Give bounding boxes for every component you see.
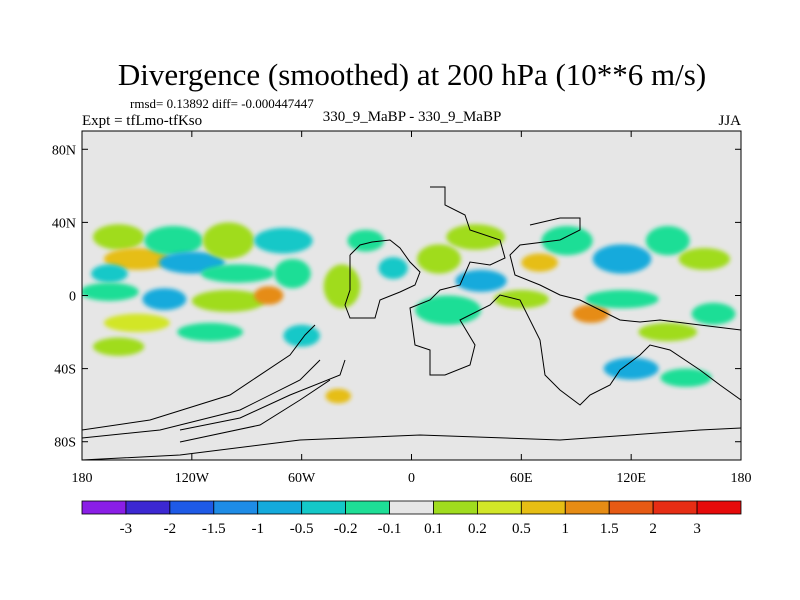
colorbar-label-8: 0.2: [468, 521, 487, 537]
colorbar-label-5: -0.2: [334, 521, 358, 537]
colorbar-swatch-6: [345, 500, 390, 515]
field-blob-23: [455, 269, 507, 292]
x-tick-label-1: 120W: [175, 471, 210, 486]
experiment-label: Expt = tfLmo-tfKso: [82, 113, 202, 129]
field-blob-1: [103, 247, 170, 270]
y-axis: 80N 40N 0 40S 80S: [52, 143, 741, 451]
field-blob-10: [254, 286, 284, 305]
colorbar-swatch-13: [652, 500, 698, 515]
field-blob-35: [603, 357, 659, 380]
colorbar-swatch-11: [564, 500, 610, 515]
field-blob-22: [446, 224, 505, 250]
field-blob-0: [92, 224, 145, 250]
x-tick-label-5: 120E: [616, 471, 646, 486]
y-tick-label-2: 0: [69, 290, 76, 305]
field-blob-27: [521, 253, 558, 272]
y-tick-label-1: 40N: [52, 216, 76, 231]
colorbar-swatch-14: [696, 500, 742, 515]
y-tick-label-0: 80N: [52, 143, 76, 158]
colorbar-swatch-5: [301, 500, 346, 515]
colorbar-label-9: 0.5: [512, 521, 531, 537]
field-blob-16: [283, 324, 320, 347]
field-blob-25: [493, 290, 549, 309]
field-blob-15: [274, 258, 311, 289]
divergence-field: [82, 222, 736, 404]
colorbar-swatch-7: [389, 500, 434, 515]
colorbar-label-13: 3: [693, 521, 701, 537]
chart-title: Divergence (smoothed) at 200 hPa (10**6 …: [118, 57, 706, 92]
colorbar-swatch-1: [125, 500, 171, 515]
field-blob-31: [645, 226, 690, 256]
colorbar: -3 -2 -1.5 -1 -0.5 -0.2 -0.1 0.1 0.2 0.5 1 1.5 2 3: [81, 500, 742, 537]
field-blob-6: [200, 264, 275, 283]
colorbar-swatch-8: [433, 500, 478, 515]
colorbar-label-4: -0.5: [290, 521, 314, 537]
field-blob-26: [541, 226, 593, 256]
south-america-outline: [344, 239, 421, 319]
y-tick-label-4: 80S: [54, 436, 76, 451]
colorbar-label-2: -1.5: [202, 521, 226, 537]
americas-outline: [409, 186, 741, 406]
field-blob-19: [325, 388, 352, 404]
field-blob-17: [323, 264, 361, 309]
y-tick-label-3: 40S: [54, 363, 76, 378]
stats-label: rmsd= 0.13892 diff= -0.000447447: [130, 96, 314, 111]
colorbar-swatch-2: [169, 500, 215, 515]
field-blob-9: [191, 290, 266, 312]
field-blob-2: [91, 264, 128, 283]
field-blob-33: [638, 322, 698, 342]
field-blob-28: [572, 304, 610, 323]
colorbar-label-12: 2: [649, 521, 657, 537]
field-blob-13: [92, 337, 145, 356]
field-blob-29: [592, 244, 652, 274]
field-blob-4: [158, 251, 225, 274]
field-blob-30: [585, 290, 659, 309]
x-tick-label-2: 60W: [288, 471, 316, 486]
x-tick-label-3: 0: [408, 471, 415, 486]
field-blob-24: [415, 295, 482, 325]
continent-outlines: [82, 186, 741, 460]
comparison-label: 330_9_MaBP - 330_9_MaBP: [323, 109, 502, 125]
colorbar-swatch-3: [213, 500, 259, 515]
season-label: JJA: [718, 113, 741, 129]
field-blob-18: [347, 229, 385, 252]
field-blob-7: [82, 282, 139, 301]
field-blob-11: [103, 313, 170, 333]
field-blob-32: [678, 247, 731, 270]
x-axis: 180 120W 60W 0 60E 120E 180: [72, 131, 752, 486]
colorbar-swatch-12: [608, 500, 654, 515]
x-tick-label-4: 60E: [510, 471, 533, 486]
field-blob-20: [378, 257, 408, 280]
colorbar-label-10: 1: [562, 521, 570, 537]
southern-ridges-outline: [82, 324, 346, 443]
colorbar-label-6: -0.1: [378, 521, 402, 537]
field-blob-3: [144, 226, 203, 256]
x-tick-label-0: 180: [72, 471, 93, 486]
colorbar-label-0: -3: [120, 521, 133, 537]
field-blob-12: [177, 322, 244, 342]
x-tick-label-6: 180: [731, 471, 752, 486]
colorbar-label-3: -1: [251, 521, 264, 537]
field-blob-5: [202, 222, 255, 259]
colorbar-swatch-0: [81, 500, 127, 515]
field-blob-21: [416, 244, 461, 274]
colorbar-label-11: 1.5: [600, 521, 619, 537]
colorbar-swatch-4: [257, 500, 303, 515]
field-blob-14: [254, 227, 313, 254]
colorbar-swatch-9: [476, 500, 522, 515]
colorbar-label-1: -2: [164, 521, 177, 537]
field-blob-36: [660, 368, 712, 387]
colorbar-swatch-10: [520, 500, 566, 515]
field-blob-34: [691, 302, 736, 325]
colorbar-label-7: 0.1: [424, 521, 443, 537]
antarctic-outline: [82, 427, 741, 460]
asia-outline: [509, 217, 741, 331]
field-blob-8: [142, 288, 187, 311]
